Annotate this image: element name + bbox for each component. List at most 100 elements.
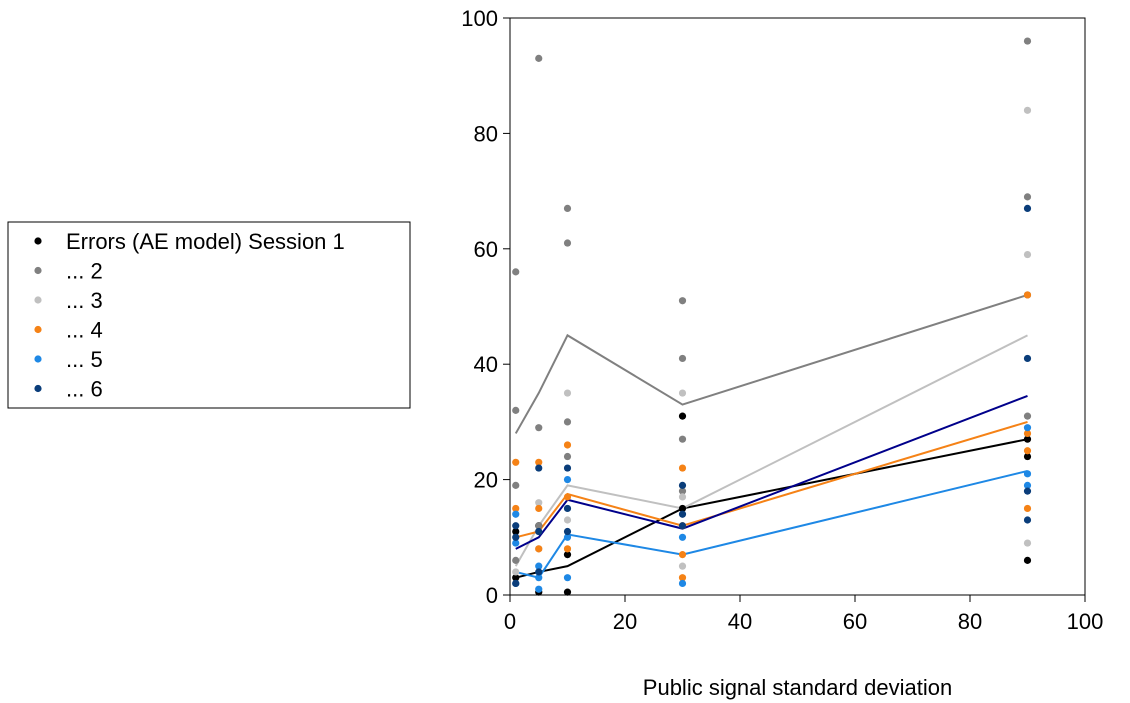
data-point-series-5: [563, 533, 572, 541]
data-point-series-4: [563, 441, 572, 449]
data-point-series-4: [678, 464, 687, 472]
data-point-series-1: [678, 504, 687, 513]
y-tick-label: 0: [486, 583, 498, 608]
data-point-series-2: [678, 487, 687, 495]
data-point-series-2: [512, 481, 520, 489]
legend-label-1: Errors (AE model) Session 1: [66, 229, 345, 254]
legend-label-2: ... 2: [66, 259, 103, 284]
data-point-series-3: [1023, 250, 1032, 259]
data-point-series-3: [678, 389, 687, 397]
y-axis: 0 20 40 60 80 100: [461, 6, 510, 608]
data-point-series-4: [512, 458, 520, 466]
data-point-series-1: [512, 574, 520, 582]
data-point-series-5: [1023, 470, 1032, 478]
data-point-series-2: [512, 556, 520, 564]
data-point-series-4: [1023, 504, 1032, 513]
data-point-series-6: [563, 527, 572, 536]
data-point-series-4: [563, 493, 572, 501]
y-tick-label: 40: [474, 352, 498, 377]
series-line-6: [515, 395, 1028, 550]
data-point-series-6: [678, 510, 687, 518]
legend-box: [7, 221, 411, 409]
series-line-4: [515, 420, 1028, 539]
y-tick-label: 20: [474, 468, 498, 493]
data-point-series-3: [563, 516, 572, 524]
data-point-series-4: [678, 574, 687, 582]
data-point-series-5: [563, 574, 572, 582]
series-line-2: [514, 294, 1028, 434]
data-point-series-3: [563, 389, 572, 397]
data-point-series-3: [678, 493, 687, 501]
data-point-series-6: [1023, 487, 1032, 495]
data-point-series-4: [1023, 429, 1032, 438]
data-point-series-5: [535, 585, 543, 593]
data-point-series-6: [1023, 354, 1032, 363]
data-point-series-2: [678, 354, 687, 363]
data-points: [512, 37, 1032, 596]
data-point-series-2: [535, 54, 543, 62]
data-point-series-6: [1023, 516, 1032, 524]
data-point-series-5: [678, 579, 687, 588]
data-point-series-3: [678, 562, 687, 570]
legend-marker-2: [34, 266, 42, 275]
data-point-series-1: [563, 588, 572, 596]
data-point-series-4: [1023, 291, 1032, 299]
plot-frame: [509, 17, 1086, 596]
legend: Errors (AE model) Session 1 ... 2 ... 3...…: [7, 221, 411, 409]
legend-marker-1: [34, 237, 42, 245]
data-point-series-2: [563, 418, 572, 426]
data-point-series-5: [512, 539, 520, 547]
data-point-series-6: [678, 522, 687, 530]
data-point-series-1: [678, 412, 687, 420]
data-point-series-1: [512, 527, 520, 536]
data-point-series-5: [535, 562, 543, 570]
data-point-series-1: [563, 551, 572, 559]
data-point-series-3: [535, 499, 543, 507]
data-point-series-2: [678, 435, 687, 443]
data-point-series-6: [563, 464, 572, 472]
data-point-series-3: [1023, 539, 1032, 547]
data-point-series-3: [1023, 106, 1032, 114]
data-point-series-2: [1023, 412, 1032, 420]
plot-area: [509, 17, 1086, 596]
legend-marker-3: [34, 296, 42, 304]
data-point-series-5: [1023, 481, 1032, 489]
x-axis-title: Public signal standard deviation: [643, 675, 952, 700]
data-point-series-2: [563, 452, 572, 461]
series-line-1: [515, 438, 1028, 579]
x-tick-label: 40: [728, 609, 752, 634]
data-point-series-6: [512, 579, 520, 588]
data-point-series-6: [535, 464, 543, 472]
data-point-series-2: [563, 204, 572, 213]
x-axis: 0 20 40 60 80 100: [504, 595, 1103, 634]
x-tick-label: 80: [958, 609, 982, 634]
legend-marker-4: [34, 325, 42, 334]
data-point-series-4: [1023, 447, 1032, 455]
data-point-series-4: [512, 504, 520, 513]
data-point-series-5: [678, 533, 687, 541]
data-point-series-4: [678, 551, 687, 559]
series-line-3: [514, 334, 1028, 567]
legend-marker-6: [34, 384, 42, 393]
data-point-series-6: [535, 527, 543, 536]
data-point-series-4: [563, 545, 572, 553]
y-tick-label: 100: [461, 6, 498, 31]
data-point-series-6: [512, 533, 520, 541]
data-point-series-1: [1023, 435, 1032, 443]
data-point-series-6: [1023, 204, 1032, 213]
data-point-series-2: [535, 424, 543, 432]
legend-label-6: ... 6: [66, 377, 103, 402]
y-tick-label: 80: [474, 121, 498, 146]
data-point-series-2: [512, 268, 520, 276]
data-point-series-4: [535, 545, 543, 553]
x-tick-label: 20: [613, 609, 637, 634]
legend-label-3: ... 3: [66, 288, 103, 313]
y-tick-label: 60: [474, 237, 498, 262]
data-point-series-6: [563, 504, 572, 513]
data-point-series-6: [512, 522, 520, 530]
data-point-series-1: [1023, 556, 1032, 564]
data-point-series-5: [563, 476, 572, 484]
legend-label-5: ... 5: [66, 347, 103, 372]
mean-lines: [514, 294, 1028, 579]
